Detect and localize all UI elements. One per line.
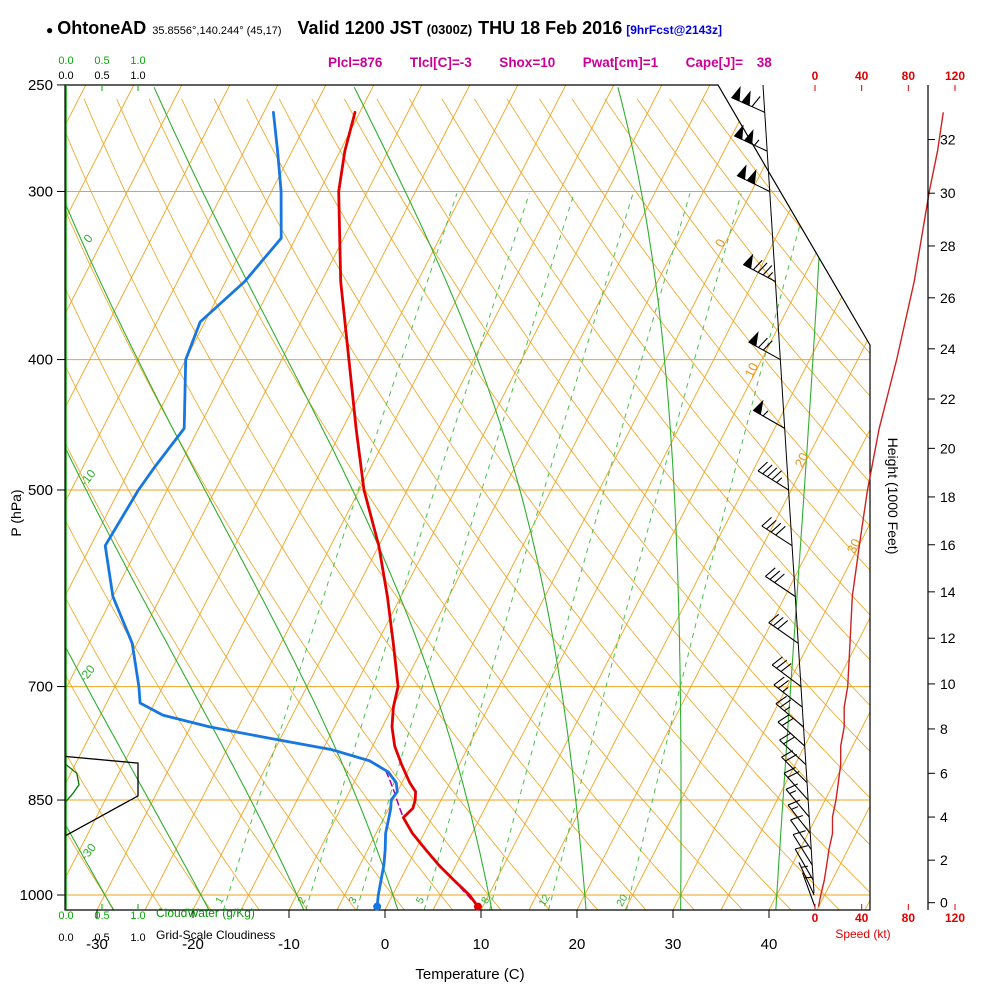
svg-text:0.0: 0.0 <box>58 932 73 944</box>
svg-text:1.0: 1.0 <box>130 70 145 82</box>
temperature-curve <box>337 110 480 908</box>
svg-text:12: 12 <box>537 892 553 908</box>
valid-date: THU 18 Feb 2016 <box>478 18 623 38</box>
parcel-path-curve <box>385 771 479 908</box>
svg-text:400: 400 <box>28 352 53 369</box>
stability-parameters: Plcl=876 Tlcl[C]=-3 Shox=10 Pwat[cm]=1 C… <box>328 55 772 70</box>
svg-text:20: 20 <box>792 450 812 470</box>
svg-text:300: 300 <box>28 183 53 200</box>
pressure-axis-label: P (hPa) <box>8 489 24 537</box>
speed-axis-label: Speed (kt) <box>835 927 891 941</box>
svg-text:2: 2 <box>295 895 308 906</box>
svg-text:0: 0 <box>812 911 819 925</box>
svg-text:5: 5 <box>414 895 427 906</box>
svg-text:0.5: 0.5 <box>94 55 109 67</box>
sounding-curves <box>103 110 482 911</box>
svg-text:250: 250 <box>28 77 53 94</box>
height-axis-label: Height (1000 Feet) <box>885 437 901 555</box>
cloudiness-scale-label: Grid-Scale Cloudiness <box>156 928 276 942</box>
wind-barbs <box>731 86 816 907</box>
svg-text:2: 2 <box>940 852 948 868</box>
svg-text:30: 30 <box>940 185 956 201</box>
svg-text:24: 24 <box>940 341 956 357</box>
svg-text:6: 6 <box>940 765 948 781</box>
wind-speed-curve <box>817 112 944 907</box>
svg-text:14: 14 <box>940 584 956 600</box>
svg-text:1.0: 1.0 <box>130 932 145 944</box>
svg-text:0: 0 <box>812 69 819 83</box>
mixing-ratio-lines <box>223 193 809 910</box>
svg-text:0.5: 0.5 <box>94 932 109 944</box>
svg-text:1000: 1000 <box>20 887 53 904</box>
svg-text:28: 28 <box>940 238 956 254</box>
svg-text:1.0: 1.0 <box>130 55 145 67</box>
svg-text:80: 80 <box>902 69 916 83</box>
svg-text:850: 850 <box>28 792 53 809</box>
svg-text:32: 32 <box>940 132 956 148</box>
svg-text:0.5: 0.5 <box>94 910 109 922</box>
svg-text:0: 0 <box>381 936 389 953</box>
svg-text:8: 8 <box>479 895 492 906</box>
svg-text:0.0: 0.0 <box>58 70 73 82</box>
station-name: OhtoneAD <box>57 18 147 38</box>
cloud-profiles <box>65 85 139 910</box>
valid-time: Valid 1200 JST <box>297 18 423 38</box>
svg-text:3: 3 <box>346 895 359 906</box>
station-coords: 35.8556°,140.244° (45,17) <box>152 25 282 37</box>
svg-text:120: 120 <box>945 911 965 925</box>
moist-adiabats <box>65 87 828 910</box>
svg-text:-30: -30 <box>77 840 99 863</box>
svg-text:10: 10 <box>473 936 490 953</box>
svg-text:20: 20 <box>940 440 956 456</box>
speed-panel <box>817 112 944 907</box>
svg-text:500: 500 <box>28 482 53 499</box>
svg-text:4: 4 <box>940 809 948 825</box>
svg-text:0: 0 <box>712 236 729 249</box>
svg-text:12: 12 <box>940 630 956 646</box>
svg-text:80: 80 <box>902 911 916 925</box>
svg-text:1.0: 1.0 <box>130 910 145 922</box>
svg-text:120: 120 <box>945 69 965 83</box>
grid <box>65 85 870 910</box>
svg-text:30: 30 <box>665 936 682 953</box>
svg-text:-20: -20 <box>76 662 98 685</box>
surface-dewpoint-dot <box>373 902 382 911</box>
svg-text:0.5: 0.5 <box>94 70 109 82</box>
wind-barb-baseline <box>762 84 815 894</box>
plot-border <box>64 84 871 911</box>
svg-text:40: 40 <box>761 936 778 953</box>
svg-text:-10: -10 <box>77 466 99 489</box>
svg-text:40: 40 <box>855 69 869 83</box>
cloudwater-scale-label: CloudWater (g/Kg) <box>156 906 255 920</box>
svg-text:26: 26 <box>940 290 956 306</box>
svg-text:10: 10 <box>940 676 956 692</box>
svg-text:-20: -20 <box>182 936 204 953</box>
svg-text:40: 40 <box>855 911 869 925</box>
svg-text:16: 16 <box>940 537 956 553</box>
svg-text:1: 1 <box>213 895 226 906</box>
station-marker-icon: ● <box>46 23 54 37</box>
svg-text:-30: -30 <box>86 936 108 953</box>
dewpoint-curve <box>103 110 399 908</box>
svg-text:20: 20 <box>614 892 630 908</box>
chart-header: ● OhtoneAD 35.8556°,140.244° (45,17) Valid … <box>46 18 722 39</box>
svg-text:20: 20 <box>569 936 586 953</box>
forecast-note: [9hrFcst@2143z] <box>626 23 722 37</box>
svg-text:0.0: 0.0 <box>58 910 73 922</box>
svg-text:0.0: 0.0 <box>58 55 73 67</box>
svg-text:22: 22 <box>940 391 956 407</box>
valid-time-utc: (0300Z) <box>426 22 473 37</box>
svg-text:8: 8 <box>940 721 948 737</box>
svg-text:-10: -10 <box>278 936 300 953</box>
temperature-axis-label: Temperature (C) <box>415 966 525 983</box>
surface-temperature-dot <box>473 902 482 911</box>
svg-text:0: 0 <box>940 895 948 911</box>
svg-text:700: 700 <box>28 679 53 696</box>
svg-text:10: 10 <box>741 360 761 380</box>
svg-text:18: 18 <box>940 489 956 505</box>
